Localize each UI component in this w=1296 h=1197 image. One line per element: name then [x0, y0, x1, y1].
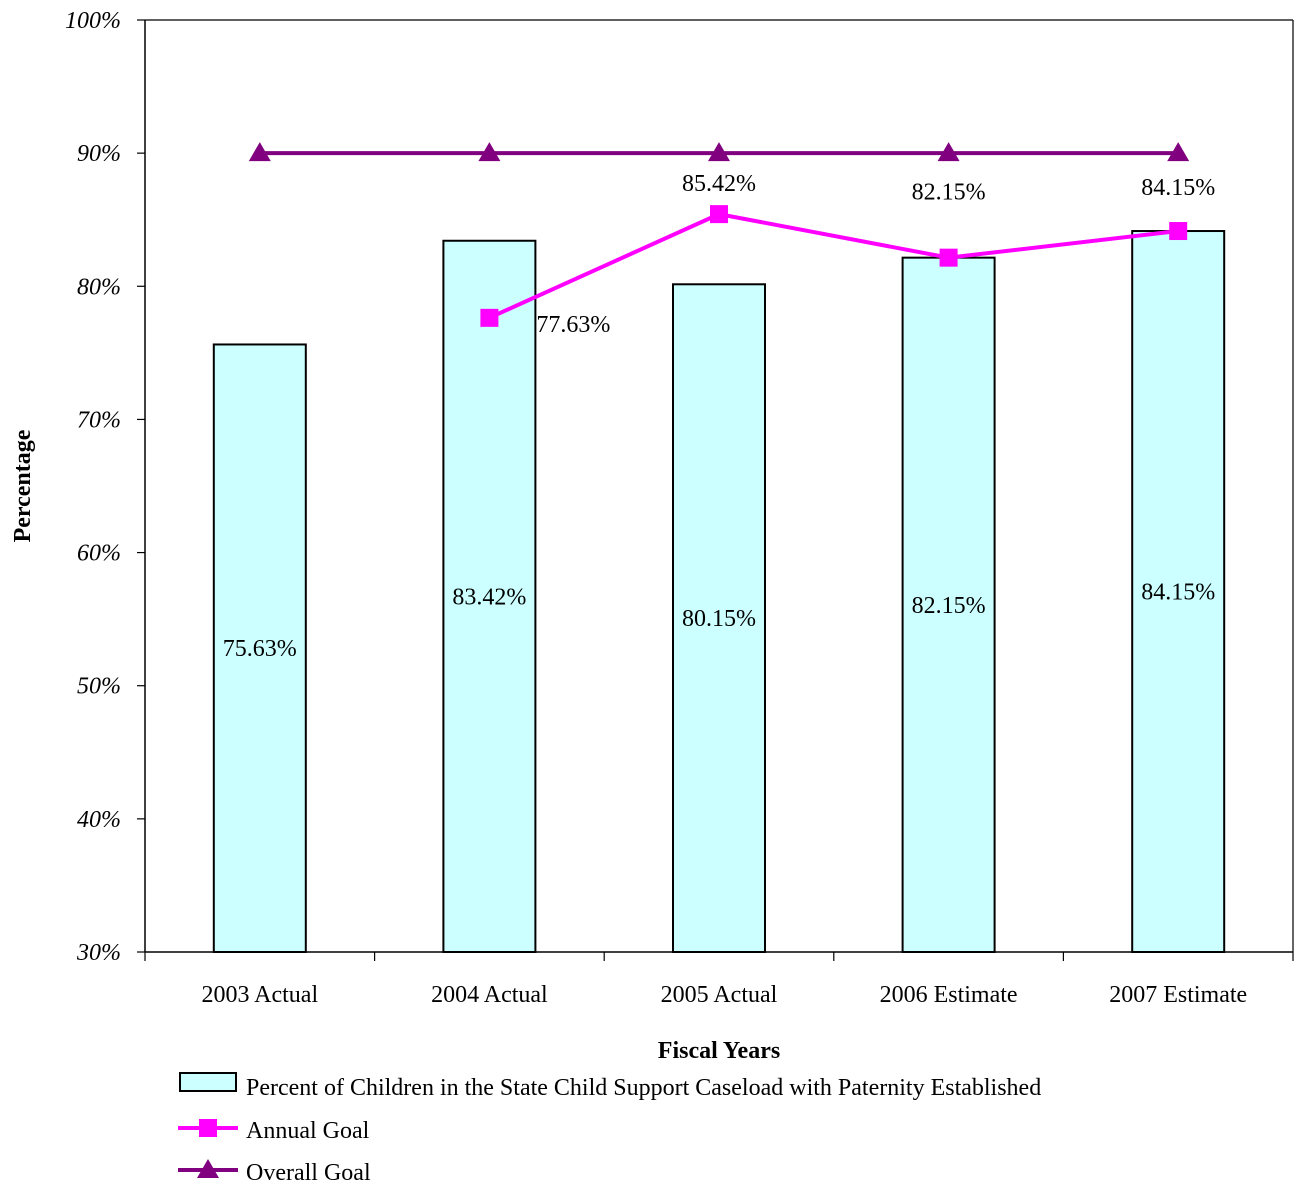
legend-overall-marker: [197, 1159, 219, 1178]
overall-goal-marker: [937, 142, 960, 162]
y-tick-label: 90%: [77, 141, 121, 167]
overall-goal-marker: [248, 142, 271, 162]
y-tick-label: 30%: [76, 940, 121, 966]
x-axis-title: Fiscal Years: [658, 1038, 780, 1064]
bar: [212, 343, 307, 954]
bar: [672, 283, 766, 953]
legend-bar-swatch: [179, 1072, 237, 1092]
y-tick-label: 60%: [77, 541, 121, 567]
bar-data-label: 80.15%: [682, 606, 756, 632]
legend-label: Annual Goal: [246, 1118, 370, 1144]
overall-goal-marker: [1167, 142, 1190, 162]
y-tick-label: 70%: [77, 407, 121, 433]
legend-annual-marker: [199, 1119, 217, 1137]
annual-goal-data-label: 82.15%: [912, 180, 986, 206]
x-tick-label: 2007 Estimate: [1109, 982, 1247, 1008]
x-tick-label: 2004 Actual: [431, 982, 548, 1008]
bar-data-label: 84.15%: [1141, 580, 1215, 606]
overall-goal-marker: [708, 142, 730, 162]
annual-goal-marker: [1169, 222, 1188, 241]
y-tick-label: 50%: [77, 674, 121, 700]
y-axis-title-text: Percentage: [10, 429, 36, 542]
bar-data-label: 82.15%: [912, 593, 986, 619]
annual-goal-data-label: 85.42%: [682, 171, 756, 197]
bar: [442, 239, 537, 953]
bar: [1131, 230, 1226, 953]
x-tick-label: 2006 Estimate: [880, 982, 1018, 1008]
annual-goal-data-label: 84.15%: [1141, 175, 1215, 201]
y-tick-label: 40%: [77, 807, 121, 833]
x-tick-label: 2003 Actual: [201, 982, 318, 1008]
bar: [901, 256, 996, 954]
bar-data-label: 83.42%: [452, 584, 526, 610]
legend-label: Overall Goal: [246, 1160, 371, 1186]
x-tick-label: 2005 Actual: [661, 982, 778, 1008]
y-tick-label: 80%: [77, 274, 121, 300]
y-tick-label: 100%: [65, 8, 121, 34]
annual-goal-marker: [480, 308, 499, 327]
plot-area: 30% 40% 50% 60% 70% 80% 90% 100% 2003 Actual 2004…: [65, 8, 1294, 1008]
bar-data-label: 75.63%: [223, 636, 297, 662]
y-axis-title: Percentage: [10, 429, 36, 542]
legend-label: Percent of Children in the State Child S…: [246, 1075, 1041, 1101]
annual-goal-data-label: 77.63%: [536, 312, 610, 338]
annual-goal-marker: [939, 248, 958, 267]
legend: Percent of Children in the State Child S…: [178, 1072, 1041, 1186]
annual-goal-line: [488, 212, 1179, 320]
annual-goal-marker: [710, 205, 728, 224]
overall-goal-marker: [478, 142, 501, 162]
